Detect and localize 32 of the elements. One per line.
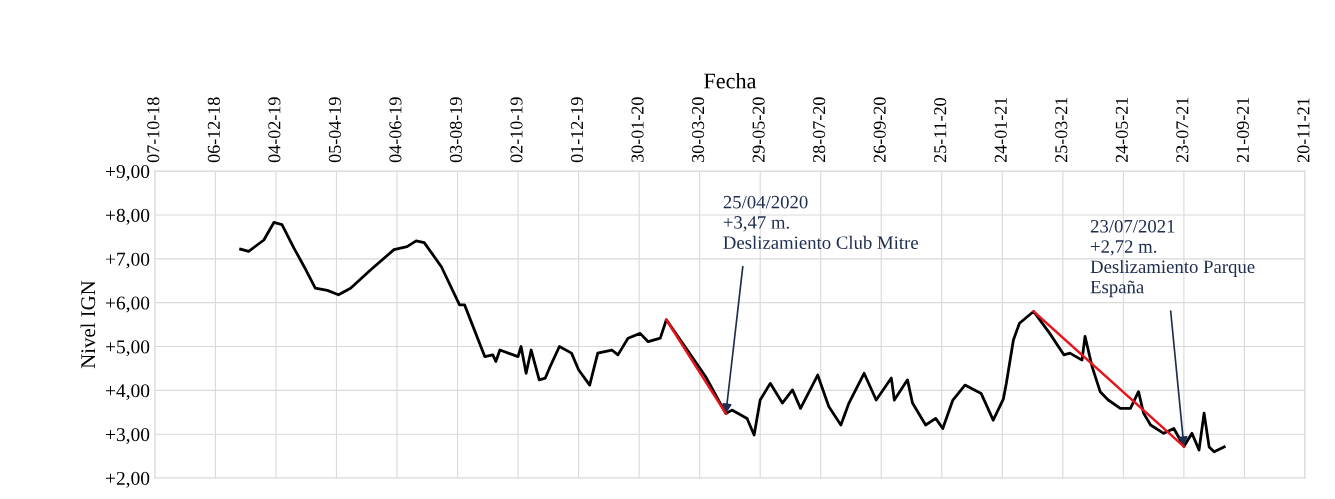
x-tick-label: 02-10-19 xyxy=(510,97,523,163)
y-axis-title: Nivel IGN xyxy=(80,280,96,369)
annotation: 23/07/2021 +2,72 m. Deslizamiento Parque España xyxy=(1090,219,1255,298)
y-tick-label: +7,00 xyxy=(105,252,150,269)
x-axis-title: Fecha xyxy=(704,72,757,89)
y-tick-label: +6,00 xyxy=(105,296,150,313)
x-tick-label: 06-12-18 xyxy=(207,97,220,163)
x-tick-label: 07-10-18 xyxy=(147,97,160,163)
x-tick-label: 24-05-21 xyxy=(1115,97,1128,163)
x-tick-label: 30-01-20 xyxy=(631,97,644,162)
y-tick-label: +8,00 xyxy=(105,208,150,225)
x-tick-label: 05-04-19 xyxy=(328,97,341,163)
x-tick-label: 01-12-19 xyxy=(570,97,584,163)
x-tick-label: 04-06-19 xyxy=(389,97,402,163)
x-tick-label: 04-02-19 xyxy=(268,97,281,163)
y-tick-label: +3,00 xyxy=(105,428,150,444)
x-tick-label: 28-07-20 xyxy=(813,97,826,163)
annotation: 25/04/2020 +3,47 m. Deslizamiento Club Mitre xyxy=(723,195,918,249)
y-tick-label: +4,00 xyxy=(105,384,150,401)
x-tick-label: 20-11-21 xyxy=(1297,98,1310,163)
x-tick-label: 23-07-21 xyxy=(1176,97,1189,163)
y-tick-label: +5,00 xyxy=(105,340,150,357)
x-tick-label: 29-05-20 xyxy=(752,97,765,163)
x-tick-label: 26-09-20 xyxy=(873,97,886,163)
x-tick-label: 24-01-21 xyxy=(994,97,1007,163)
x-tick-label: 03-08-19 xyxy=(449,97,463,163)
x-tick-label: 25-03-21 xyxy=(1055,97,1068,163)
y-tick-label: +9,00 xyxy=(105,164,150,181)
x-tick-label: 21-09-21 xyxy=(1236,97,1249,163)
x-tick-label: 30-03-20 xyxy=(691,97,705,162)
x-tick-label: 25-11-20 xyxy=(934,98,947,163)
y-tick-label: +2,00 xyxy=(105,471,150,488)
